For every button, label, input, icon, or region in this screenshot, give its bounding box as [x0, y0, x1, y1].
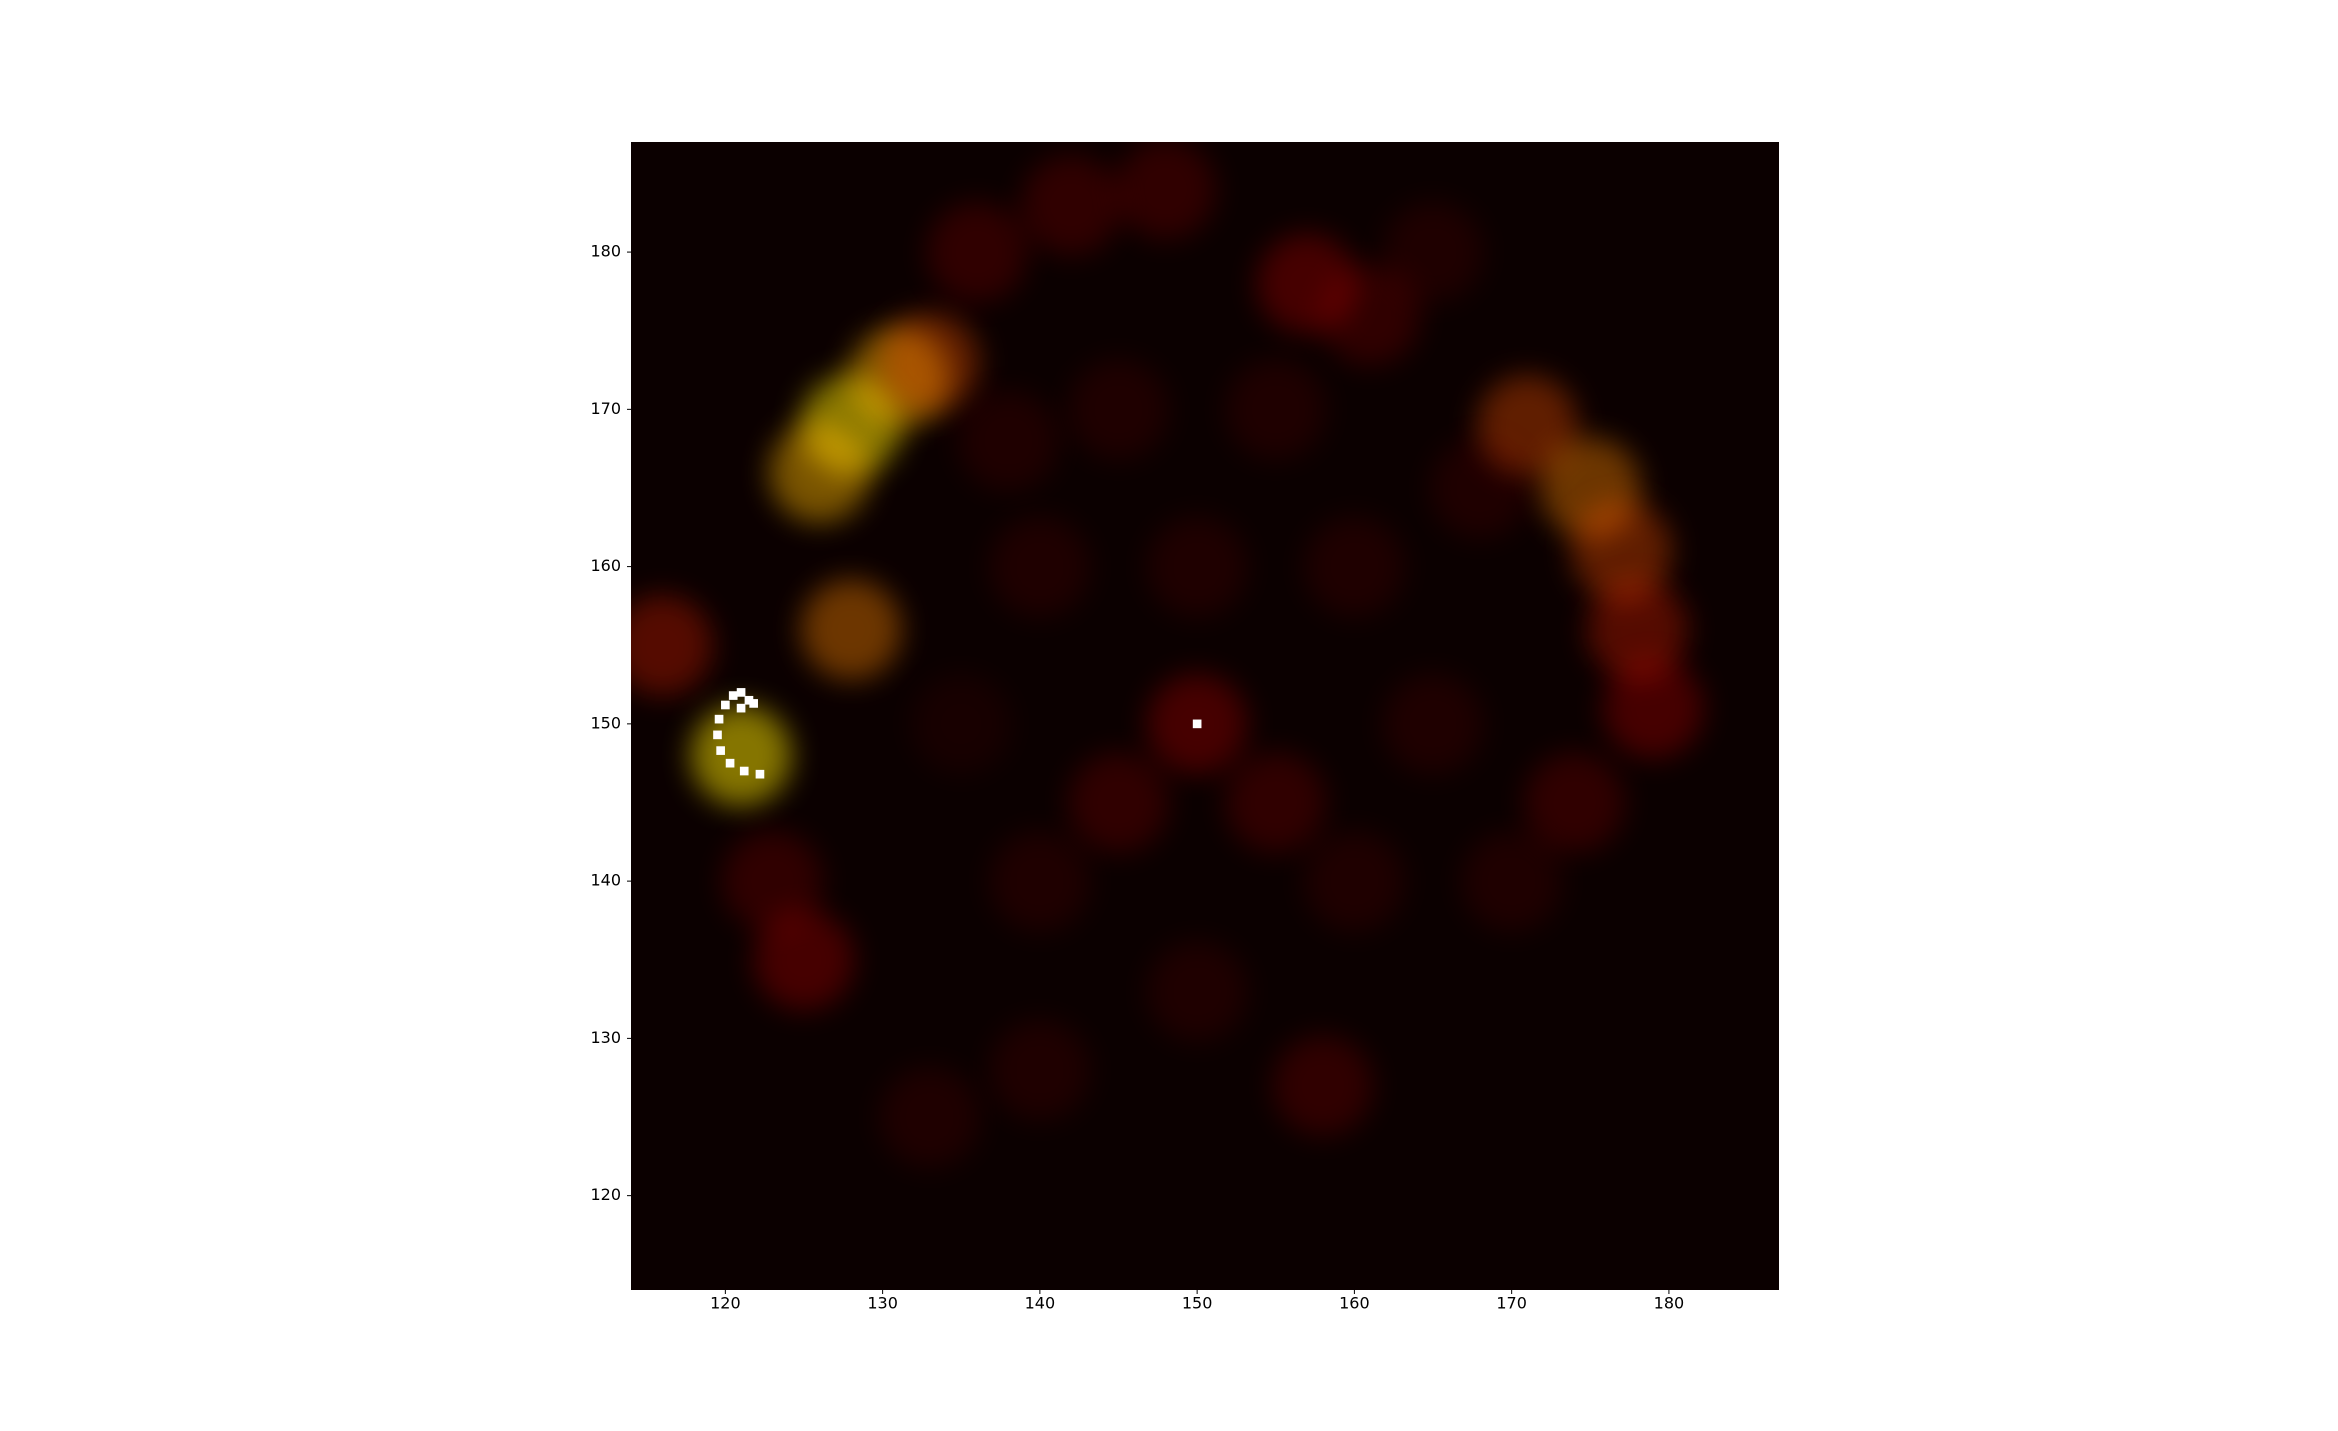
density-blob: [879, 311, 981, 413]
x-tick-label: 120: [710, 1294, 741, 1313]
hot-pixel: [721, 700, 730, 710]
hot-pixel: [1192, 719, 1202, 729]
heatmap-area: [631, 142, 1704, 1168]
x-tick-label: 170: [1496, 1294, 1527, 1313]
density-blob: [1571, 500, 1673, 602]
density-blob: [1021, 154, 1122, 256]
density-blob: [753, 909, 855, 1011]
density-blob: [1382, 673, 1484, 775]
density-blob: [631, 594, 713, 696]
hot-pixel: [728, 691, 738, 700]
y-tick-label: 150: [590, 713, 621, 732]
density-blob: [1115, 142, 1216, 240]
density-blob: [1382, 201, 1484, 303]
x-tick-label: 150: [1182, 1294, 1213, 1313]
density-blob: [1319, 264, 1421, 366]
density-blob: [1461, 830, 1562, 932]
x-tick-label: 180: [1654, 1294, 1685, 1313]
density-blob: [1068, 359, 1169, 460]
y-tick-label: 160: [590, 556, 621, 575]
density-blob: [769, 421, 871, 523]
density-blob: [1524, 752, 1625, 853]
density-blob: [989, 830, 1091, 932]
hot-pixel: [736, 688, 746, 697]
density-blob: [879, 1066, 981, 1168]
hot-pixel: [749, 699, 758, 708]
density-blob: [1068, 752, 1169, 853]
y-tick-label: 130: [590, 1028, 621, 1047]
density-blob: [1429, 437, 1531, 539]
hot-pixel: [755, 769, 765, 779]
density-blob: [1304, 516, 1405, 617]
x-tick-label: 130: [867, 1294, 898, 1313]
y-tick-label: 120: [590, 1185, 621, 1204]
density-blob: [1602, 657, 1704, 759]
density-blob: [989, 516, 1091, 617]
y-tick-label: 180: [590, 242, 621, 261]
density-blob: [989, 1019, 1091, 1121]
density-blob: [910, 673, 1012, 775]
density-blob: [1587, 579, 1688, 680]
density-blob: [958, 390, 1059, 492]
hot-pixel: [736, 703, 746, 713]
density-blob: [926, 201, 1028, 303]
density-blob: [1272, 1035, 1374, 1136]
density-blob: [1146, 516, 1248, 617]
hot-pixel: [714, 714, 724, 724]
hot-pixel: [744, 695, 754, 705]
hot-pixel: [725, 758, 735, 768]
density-blob: [800, 579, 902, 680]
density-blob: [1146, 940, 1248, 1042]
x-tick-label: 140: [1025, 1294, 1056, 1313]
x-tick-label: 160: [1339, 1294, 1370, 1313]
hot-pixel: [716, 746, 725, 755]
density-blob: [1304, 830, 1405, 932]
y-tick-label: 170: [590, 399, 621, 418]
density-blob: [1225, 359, 1327, 460]
density-blob: [690, 704, 792, 806]
density-blob: [1225, 752, 1327, 853]
hot-pixel: [713, 730, 722, 740]
density-blob: [722, 830, 823, 932]
hot-pixel: [739, 766, 749, 776]
y-tick-label: 140: [590, 871, 621, 890]
